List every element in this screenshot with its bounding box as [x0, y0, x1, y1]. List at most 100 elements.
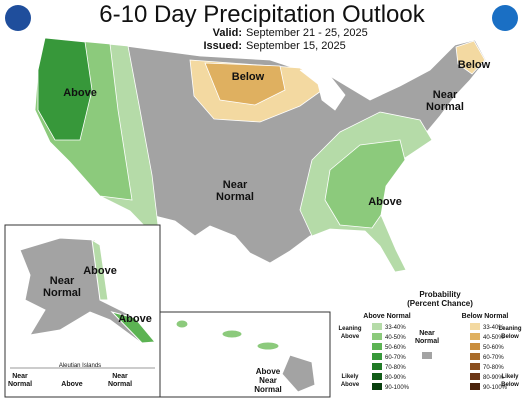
legend-swatch: [470, 333, 480, 340]
label: Near Normal: [415, 330, 439, 345]
legend-range: 40-50%: [385, 335, 406, 341]
label-line: (Percent Chance): [407, 299, 473, 308]
legend-heading: Above Normal: [363, 313, 411, 320]
label: Above Near Normal: [254, 367, 282, 394]
legend-range: 60-70%: [483, 355, 504, 361]
label-line: Above: [61, 381, 83, 388]
label: Near Normal: [426, 89, 464, 113]
label-line: Normal: [8, 381, 32, 388]
label: Leaning Above: [338, 326, 361, 340]
legend-swatch: [470, 323, 480, 330]
label-line: Probability: [419, 290, 461, 299]
issued-label: Issued:: [203, 40, 242, 52]
label-line: Above: [83, 265, 117, 277]
legend-swatch: [470, 363, 480, 370]
label-line: Normal: [426, 101, 464, 113]
label-line: Near: [433, 89, 458, 101]
issued-date: September 15, 2025: [246, 40, 346, 52]
label-line: Above: [118, 313, 152, 325]
kauai: [175, 319, 189, 329]
legend-range: 80-90%: [385, 375, 406, 381]
big-island: [281, 354, 316, 393]
label-line: Below: [501, 334, 519, 340]
label-line: Normal: [43, 287, 81, 299]
above-west-3: [37, 37, 93, 141]
conus: [34, 37, 487, 273]
legend-swatch: [372, 353, 382, 360]
label-line: Below: [232, 71, 265, 83]
legend-range: 33-40%: [385, 325, 406, 331]
label-line: Near: [12, 373, 28, 380]
label-line: Normal: [108, 381, 132, 388]
label: Likely Above: [341, 374, 360, 388]
legend-heading: Below Normal: [462, 313, 509, 320]
legend-range: 60-70%: [385, 355, 406, 361]
legend-range: 90-100%: [385, 385, 410, 391]
label: Probability (Percent Chance): [407, 290, 473, 308]
hawaii: [175, 319, 316, 393]
legend-swatch: [372, 343, 382, 350]
legend-swatch: [470, 343, 480, 350]
label-line: Above: [341, 334, 360, 340]
below-ne: [455, 40, 486, 75]
label-line: Above: [368, 196, 402, 208]
label: Leaning Below: [498, 326, 521, 340]
legend-range: 70-80%: [483, 365, 504, 371]
maui: [256, 341, 280, 351]
label: Near Normal: [216, 179, 254, 203]
label-line: Above: [256, 367, 281, 376]
label: Near Normal: [43, 275, 81, 299]
label-line: Below: [458, 59, 491, 71]
great-lakes: [299, 69, 346, 111]
label-line: Above: [63, 87, 97, 99]
legend-swatch: [372, 383, 382, 390]
label-line: Likely: [501, 374, 519, 380]
legend-swatch: [470, 353, 480, 360]
label: Below: [232, 71, 265, 83]
legend-range: 80-90%: [483, 375, 504, 381]
legend-range: 50-60%: [385, 345, 406, 351]
label-line: Normal: [415, 338, 439, 345]
label-line: Below: [501, 382, 519, 388]
label-line: Above: [341, 382, 360, 388]
above-se-2: [324, 139, 406, 229]
oahu: [221, 329, 243, 339]
label: Below: [458, 59, 491, 71]
legend-swatch: [470, 373, 480, 380]
label: Near Normal: [108, 373, 132, 388]
label: Above: [63, 87, 97, 99]
legend-range: 50-60%: [483, 345, 504, 351]
legend-range: 70-80%: [385, 365, 406, 371]
label-line: Normal: [254, 385, 282, 394]
noaa-logo: [492, 5, 518, 31]
label: Above: [368, 196, 402, 208]
legend-swatch: [422, 352, 432, 359]
label-line: Leaning: [498, 326, 521, 332]
below-north-2: [204, 62, 286, 106]
label: Above: [83, 265, 117, 277]
label: Near Normal: [8, 373, 32, 388]
aleutian-title: Aleutian Islands: [59, 363, 101, 369]
label-line: Leaning: [338, 326, 361, 332]
label-line: Near: [112, 373, 128, 380]
valid-dates: September 21 - 25, 2025: [246, 27, 368, 39]
label-line: Near: [419, 330, 435, 337]
label-line: Normal: [216, 191, 254, 203]
legend-swatch: [372, 333, 382, 340]
label: Above: [118, 313, 152, 325]
title: 6-10 Day Precipitation Outlook: [99, 1, 426, 28]
legend-swatch: [470, 383, 480, 390]
legend-range: 33-40%: [483, 325, 504, 331]
label-line: Likely: [341, 374, 359, 380]
label-line: Near: [223, 179, 248, 191]
legend: Probability (Percent Chance) Above Normal 3…: [338, 290, 521, 391]
legend-swatch: [372, 373, 382, 380]
alaska-above: [91, 239, 109, 301]
valid-label: Valid:: [213, 27, 242, 39]
alaska-panhandle: [110, 311, 157, 344]
legend-swatch: [372, 363, 382, 370]
doc-logo: [5, 5, 31, 31]
label-line: Near: [50, 275, 75, 287]
